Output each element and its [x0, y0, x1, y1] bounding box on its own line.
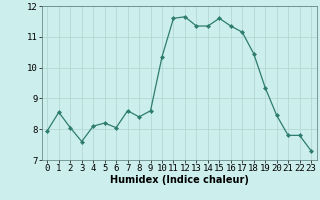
- X-axis label: Humidex (Indice chaleur): Humidex (Indice chaleur): [110, 175, 249, 185]
